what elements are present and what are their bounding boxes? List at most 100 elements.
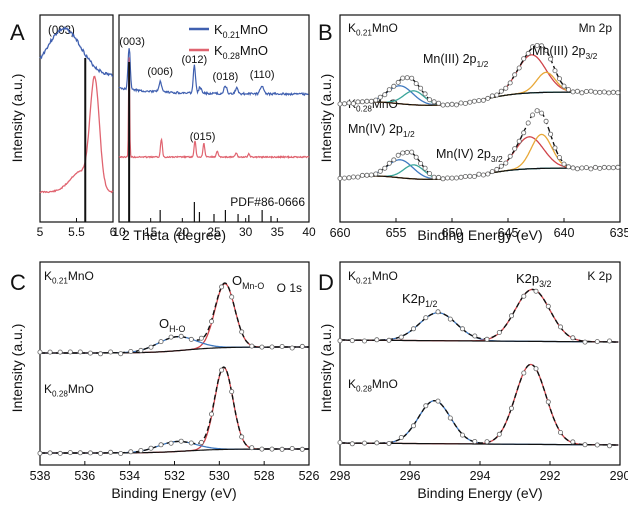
panel-d-xtick-label: 296 — [400, 469, 421, 483]
panel-b-data-point — [566, 164, 572, 170]
panel-a-right-peak-label-015: (015) — [190, 131, 216, 143]
panel-d-data-point — [582, 339, 588, 345]
panel-d-data-point — [607, 443, 613, 449]
panel-c-xtick-label: 536 — [74, 469, 95, 483]
panel-b-data-point — [359, 172, 365, 178]
panel-b-data-point — [386, 87, 392, 93]
panel-d-data-point — [533, 366, 539, 372]
panel-b-label-mn3-2p32: Mn(III) 2p3/2 — [532, 44, 598, 61]
panel-d-data-point — [496, 431, 502, 437]
panel-a-left-xtick-label: 6 — [110, 225, 117, 239]
panel-b-data-point — [364, 98, 370, 104]
panel-b-data-point — [601, 164, 607, 170]
panel-a-right-peak-label: (018) — [213, 71, 239, 83]
panel-b-data-point — [418, 85, 424, 91]
panel-d-data-point — [594, 442, 600, 448]
panel-b-label-mn3-2p12: Mn(III) 2p1/2 — [423, 52, 489, 69]
panel-c-data-point — [239, 329, 245, 335]
panel-c-title: O 1s — [277, 281, 302, 295]
panel-b-data-point — [377, 168, 383, 174]
panel-b-data-point — [588, 166, 594, 172]
panel-a-ylabel: Intensity (a.u.) — [9, 74, 25, 163]
panel-b-data-point — [615, 164, 621, 170]
panel-b-data-point — [467, 99, 473, 105]
panel-c-data-point — [259, 446, 265, 452]
panel-a-left-series-k021 — [39, 26, 114, 78]
panel-b-data-point — [436, 174, 442, 180]
panel-c-data-point — [138, 347, 144, 353]
panel-d-background-0 — [340, 339, 619, 343]
panel-d-data-point — [374, 440, 380, 446]
panel-b-data-point — [476, 98, 482, 104]
panel-b-data-point — [548, 56, 554, 62]
panel-b-data-point — [476, 171, 482, 177]
panel-c-xtick-label: 532 — [164, 469, 185, 483]
panel-a-right-xtick-label: 15 — [144, 225, 158, 239]
panel-b-xtick-label: 640 — [554, 226, 575, 240]
panel-d-data-point — [570, 335, 576, 341]
panel-b-data-point — [530, 44, 536, 50]
panel-d-data-point — [398, 434, 404, 440]
panel-b-data-point — [346, 175, 352, 181]
panel-d-background-1 — [340, 442, 619, 446]
panel-c-component-0 — [40, 282, 309, 354]
panel-b-data-point — [494, 92, 500, 98]
panel-d-data-point — [447, 415, 453, 421]
panel-b-data-point — [409, 75, 415, 81]
panel-c-data-point — [289, 345, 295, 351]
panel-c-data-point — [249, 343, 255, 349]
panel-b-data-point — [427, 97, 433, 103]
panel-b-data-point — [368, 172, 374, 178]
panel-d-data-point — [410, 423, 416, 429]
panel-b-data-point — [543, 118, 549, 124]
panel-b-data-point — [489, 93, 495, 99]
panel-a-right-xtick-label: 30 — [239, 225, 253, 239]
panel-d-ylabel: Intensity (a.u.) — [318, 324, 334, 413]
panel-c-data-point — [269, 344, 275, 350]
panel-b-data-point — [350, 101, 356, 107]
panel-b-data-point — [471, 98, 477, 104]
panel-c-xtick-label: 530 — [209, 469, 230, 483]
panel-b-data-point — [507, 153, 513, 159]
panel-c-data-point — [158, 442, 164, 448]
panel-c-data-point — [259, 344, 265, 350]
panel-b-sample-label-0: K0.21MnO — [348, 21, 398, 38]
panel-b-data-point — [530, 112, 536, 118]
panel-d-frame — [339, 261, 621, 466]
panel-c-data-point — [47, 450, 53, 456]
panel-b-data-point — [377, 94, 383, 100]
panel-c-data-point — [219, 284, 225, 290]
panel-a-right-peak-label: (012) — [182, 54, 208, 66]
panel-b-data-point — [462, 173, 468, 179]
panel-a-right-series-k021 — [118, 48, 309, 97]
panel-b-data-point — [418, 160, 424, 166]
panel-b-data-point — [350, 174, 356, 180]
panel-c-data-point — [289, 445, 295, 451]
panel-b-data-point — [516, 65, 522, 71]
panel-c-data-point — [47, 349, 53, 355]
panel-b-data-point — [404, 75, 410, 81]
panel-a-xlabel: 2 Theta (degree) — [122, 227, 226, 243]
panel-b-data-point — [539, 110, 545, 116]
panel-c-data-point — [57, 349, 63, 355]
panel-d-data-point — [459, 432, 465, 438]
panel-c-envelope-0 — [40, 282, 309, 354]
panel-a-right-xtick-label: 40 — [302, 225, 316, 239]
panel-a-right-series-k028 — [118, 57, 310, 160]
panel-c-data-point — [98, 450, 104, 456]
panel-c-data-point — [118, 351, 124, 357]
panel-c-data-point — [168, 440, 174, 446]
panel-c-data-point — [57, 450, 63, 456]
panel-d-data-point — [361, 440, 367, 446]
panel-c-data-point — [229, 294, 235, 300]
panel-b-data-point — [570, 165, 576, 171]
panel-a-right-peak-label: (110) — [250, 69, 275, 81]
panel-b-xtick-label: 635 — [610, 226, 628, 240]
panel-b-data-point — [583, 89, 589, 95]
panel-d-component-1 — [340, 400, 619, 446]
panel-b-data-point — [592, 164, 598, 170]
panel-c-xtick-label: 526 — [299, 469, 320, 483]
panel-b-data-point — [449, 175, 455, 181]
panel-b-data-point — [570, 89, 576, 95]
